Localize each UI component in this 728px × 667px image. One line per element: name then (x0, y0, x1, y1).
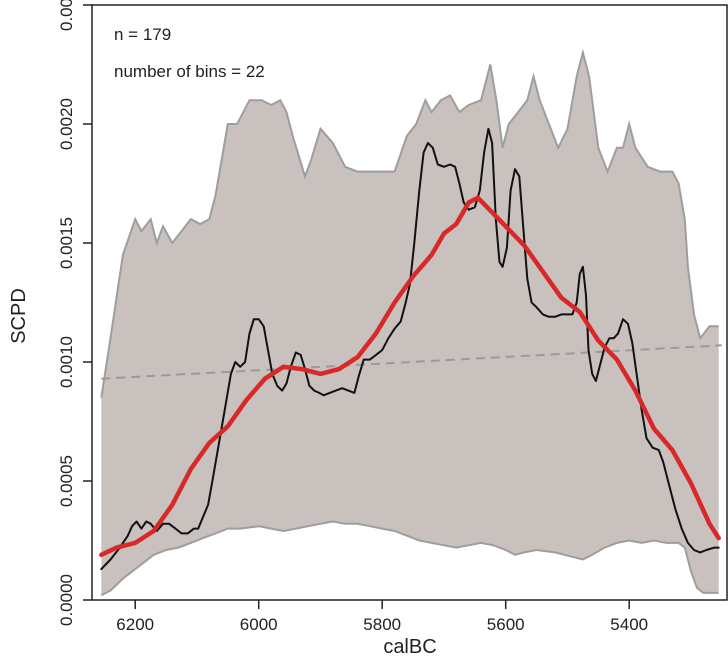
axes: 6200 6000 5800 5600 5400 0.0000 0.0005 0.0010 0.… (57, 0, 728, 634)
y-tick-label: 0.0000 (57, 574, 76, 626)
y-tick-label: 0.0010 (57, 336, 76, 388)
plot-frame (91, 4, 728, 601)
y-tick-label: 0.0025 (57, 0, 76, 31)
x-tick-label: 5400 (610, 615, 648, 634)
envelope-lower-edge (100, 520, 719, 597)
y-axis-label: SCPD (8, 288, 30, 344)
null-model-line (101, 344, 722, 380)
x-tick-label: 5800 (363, 615, 401, 634)
confidence-envelope (100, 48, 719, 597)
x-tick-label: 5600 (487, 615, 525, 634)
series-spd-line (100, 127, 720, 571)
envelope-upper-edge (100, 48, 719, 398)
y-tick-label: 0.0005 (57, 455, 76, 507)
x-tick-label: 6200 (116, 615, 154, 634)
annotation-n: n = 179 (114, 25, 171, 44)
x-tick-label: 6000 (240, 615, 278, 634)
series-lines (99, 127, 721, 571)
envelope-area (101, 52, 719, 596)
y-tick-label: 0.0020 (57, 98, 76, 150)
y-tick-label: 0.0015 (57, 217, 76, 269)
annotation-bins: number of bins = 22 (114, 62, 265, 81)
series-smoothed-line (99, 195, 721, 558)
null-model-dashed-line (101, 344, 722, 380)
x-axis-label: calBC (383, 636, 436, 658)
